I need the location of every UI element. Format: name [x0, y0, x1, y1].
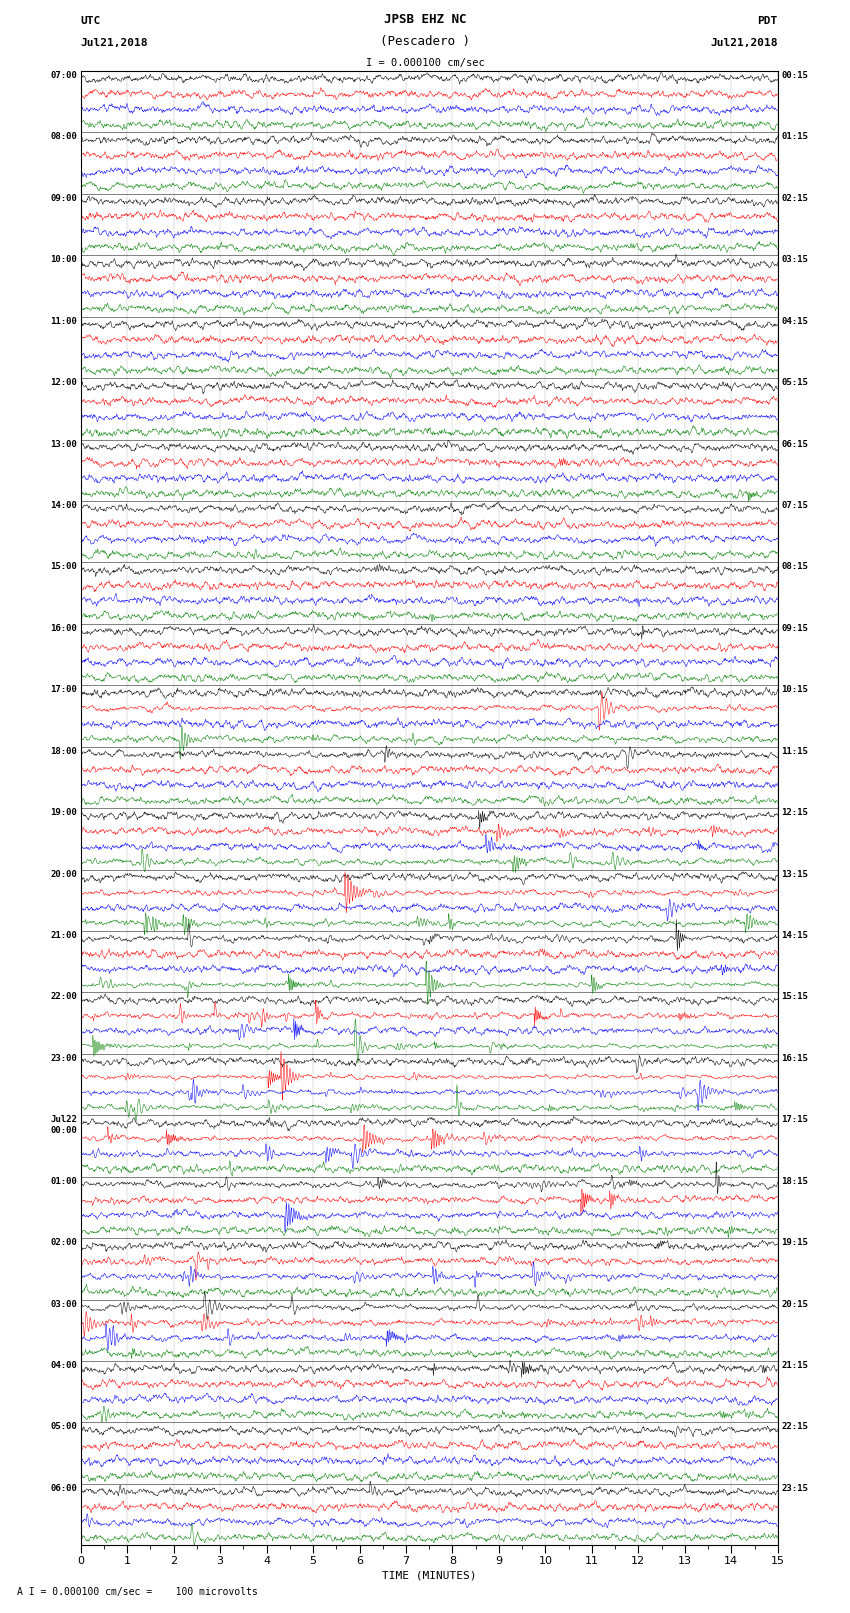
Text: A I = 0.000100 cm/sec =    100 microvolts: A I = 0.000100 cm/sec = 100 microvolts	[17, 1587, 258, 1597]
Text: 03:15: 03:15	[781, 255, 808, 265]
Text: 10:15: 10:15	[781, 686, 808, 694]
Text: 03:00: 03:00	[50, 1300, 77, 1308]
Text: 07:00: 07:00	[50, 71, 77, 81]
Text: 16:15: 16:15	[781, 1053, 808, 1063]
Text: Jul21,2018: Jul21,2018	[81, 39, 148, 48]
Text: 08:00: 08:00	[50, 132, 77, 142]
Text: 19:00: 19:00	[50, 808, 77, 818]
Text: 00:15: 00:15	[781, 71, 808, 81]
Text: 16:00: 16:00	[50, 624, 77, 632]
Text: 18:15: 18:15	[781, 1177, 808, 1186]
Text: 23:15: 23:15	[781, 1484, 808, 1492]
Text: 17:15: 17:15	[781, 1115, 808, 1124]
Text: 22:15: 22:15	[781, 1423, 808, 1431]
Text: 12:00: 12:00	[50, 377, 77, 387]
Text: 15:00: 15:00	[50, 563, 77, 571]
Text: 14:00: 14:00	[50, 502, 77, 510]
Text: 05:15: 05:15	[781, 377, 808, 387]
Text: 17:00: 17:00	[50, 686, 77, 694]
Text: 19:15: 19:15	[781, 1239, 808, 1247]
Text: I = 0.000100 cm/sec: I = 0.000100 cm/sec	[366, 58, 484, 68]
Text: 18:00: 18:00	[50, 747, 77, 755]
Text: 04:00: 04:00	[50, 1361, 77, 1369]
Text: 05:00: 05:00	[50, 1423, 77, 1431]
Text: 01:00: 01:00	[50, 1177, 77, 1186]
Text: 20:15: 20:15	[781, 1300, 808, 1308]
Text: 13:00: 13:00	[50, 440, 77, 448]
Text: (Pescadero ): (Pescadero )	[380, 35, 470, 48]
Text: JPSB EHZ NC: JPSB EHZ NC	[383, 13, 467, 26]
Text: 12:15: 12:15	[781, 808, 808, 818]
Text: 10:00: 10:00	[50, 255, 77, 265]
Text: 11:00: 11:00	[50, 316, 77, 326]
Text: 07:15: 07:15	[781, 502, 808, 510]
Text: 22:00: 22:00	[50, 992, 77, 1002]
Text: Jul22
00:00: Jul22 00:00	[50, 1115, 77, 1134]
Text: 14:15: 14:15	[781, 931, 808, 940]
Text: PDT: PDT	[757, 16, 778, 26]
Text: 15:15: 15:15	[781, 992, 808, 1002]
Text: 08:15: 08:15	[781, 563, 808, 571]
Text: 06:00: 06:00	[50, 1484, 77, 1492]
Text: 20:00: 20:00	[50, 869, 77, 879]
Text: 09:15: 09:15	[781, 624, 808, 632]
Text: 13:15: 13:15	[781, 869, 808, 879]
Text: 21:00: 21:00	[50, 931, 77, 940]
Text: 23:00: 23:00	[50, 1053, 77, 1063]
Text: 02:15: 02:15	[781, 194, 808, 203]
Text: 02:00: 02:00	[50, 1239, 77, 1247]
Text: 09:00: 09:00	[50, 194, 77, 203]
Text: 01:15: 01:15	[781, 132, 808, 142]
Text: 11:15: 11:15	[781, 747, 808, 755]
Text: 04:15: 04:15	[781, 316, 808, 326]
X-axis label: TIME (MINUTES): TIME (MINUTES)	[382, 1571, 477, 1581]
Text: Jul21,2018: Jul21,2018	[711, 39, 778, 48]
Text: 06:15: 06:15	[781, 440, 808, 448]
Text: 21:15: 21:15	[781, 1361, 808, 1369]
Text: UTC: UTC	[81, 16, 101, 26]
